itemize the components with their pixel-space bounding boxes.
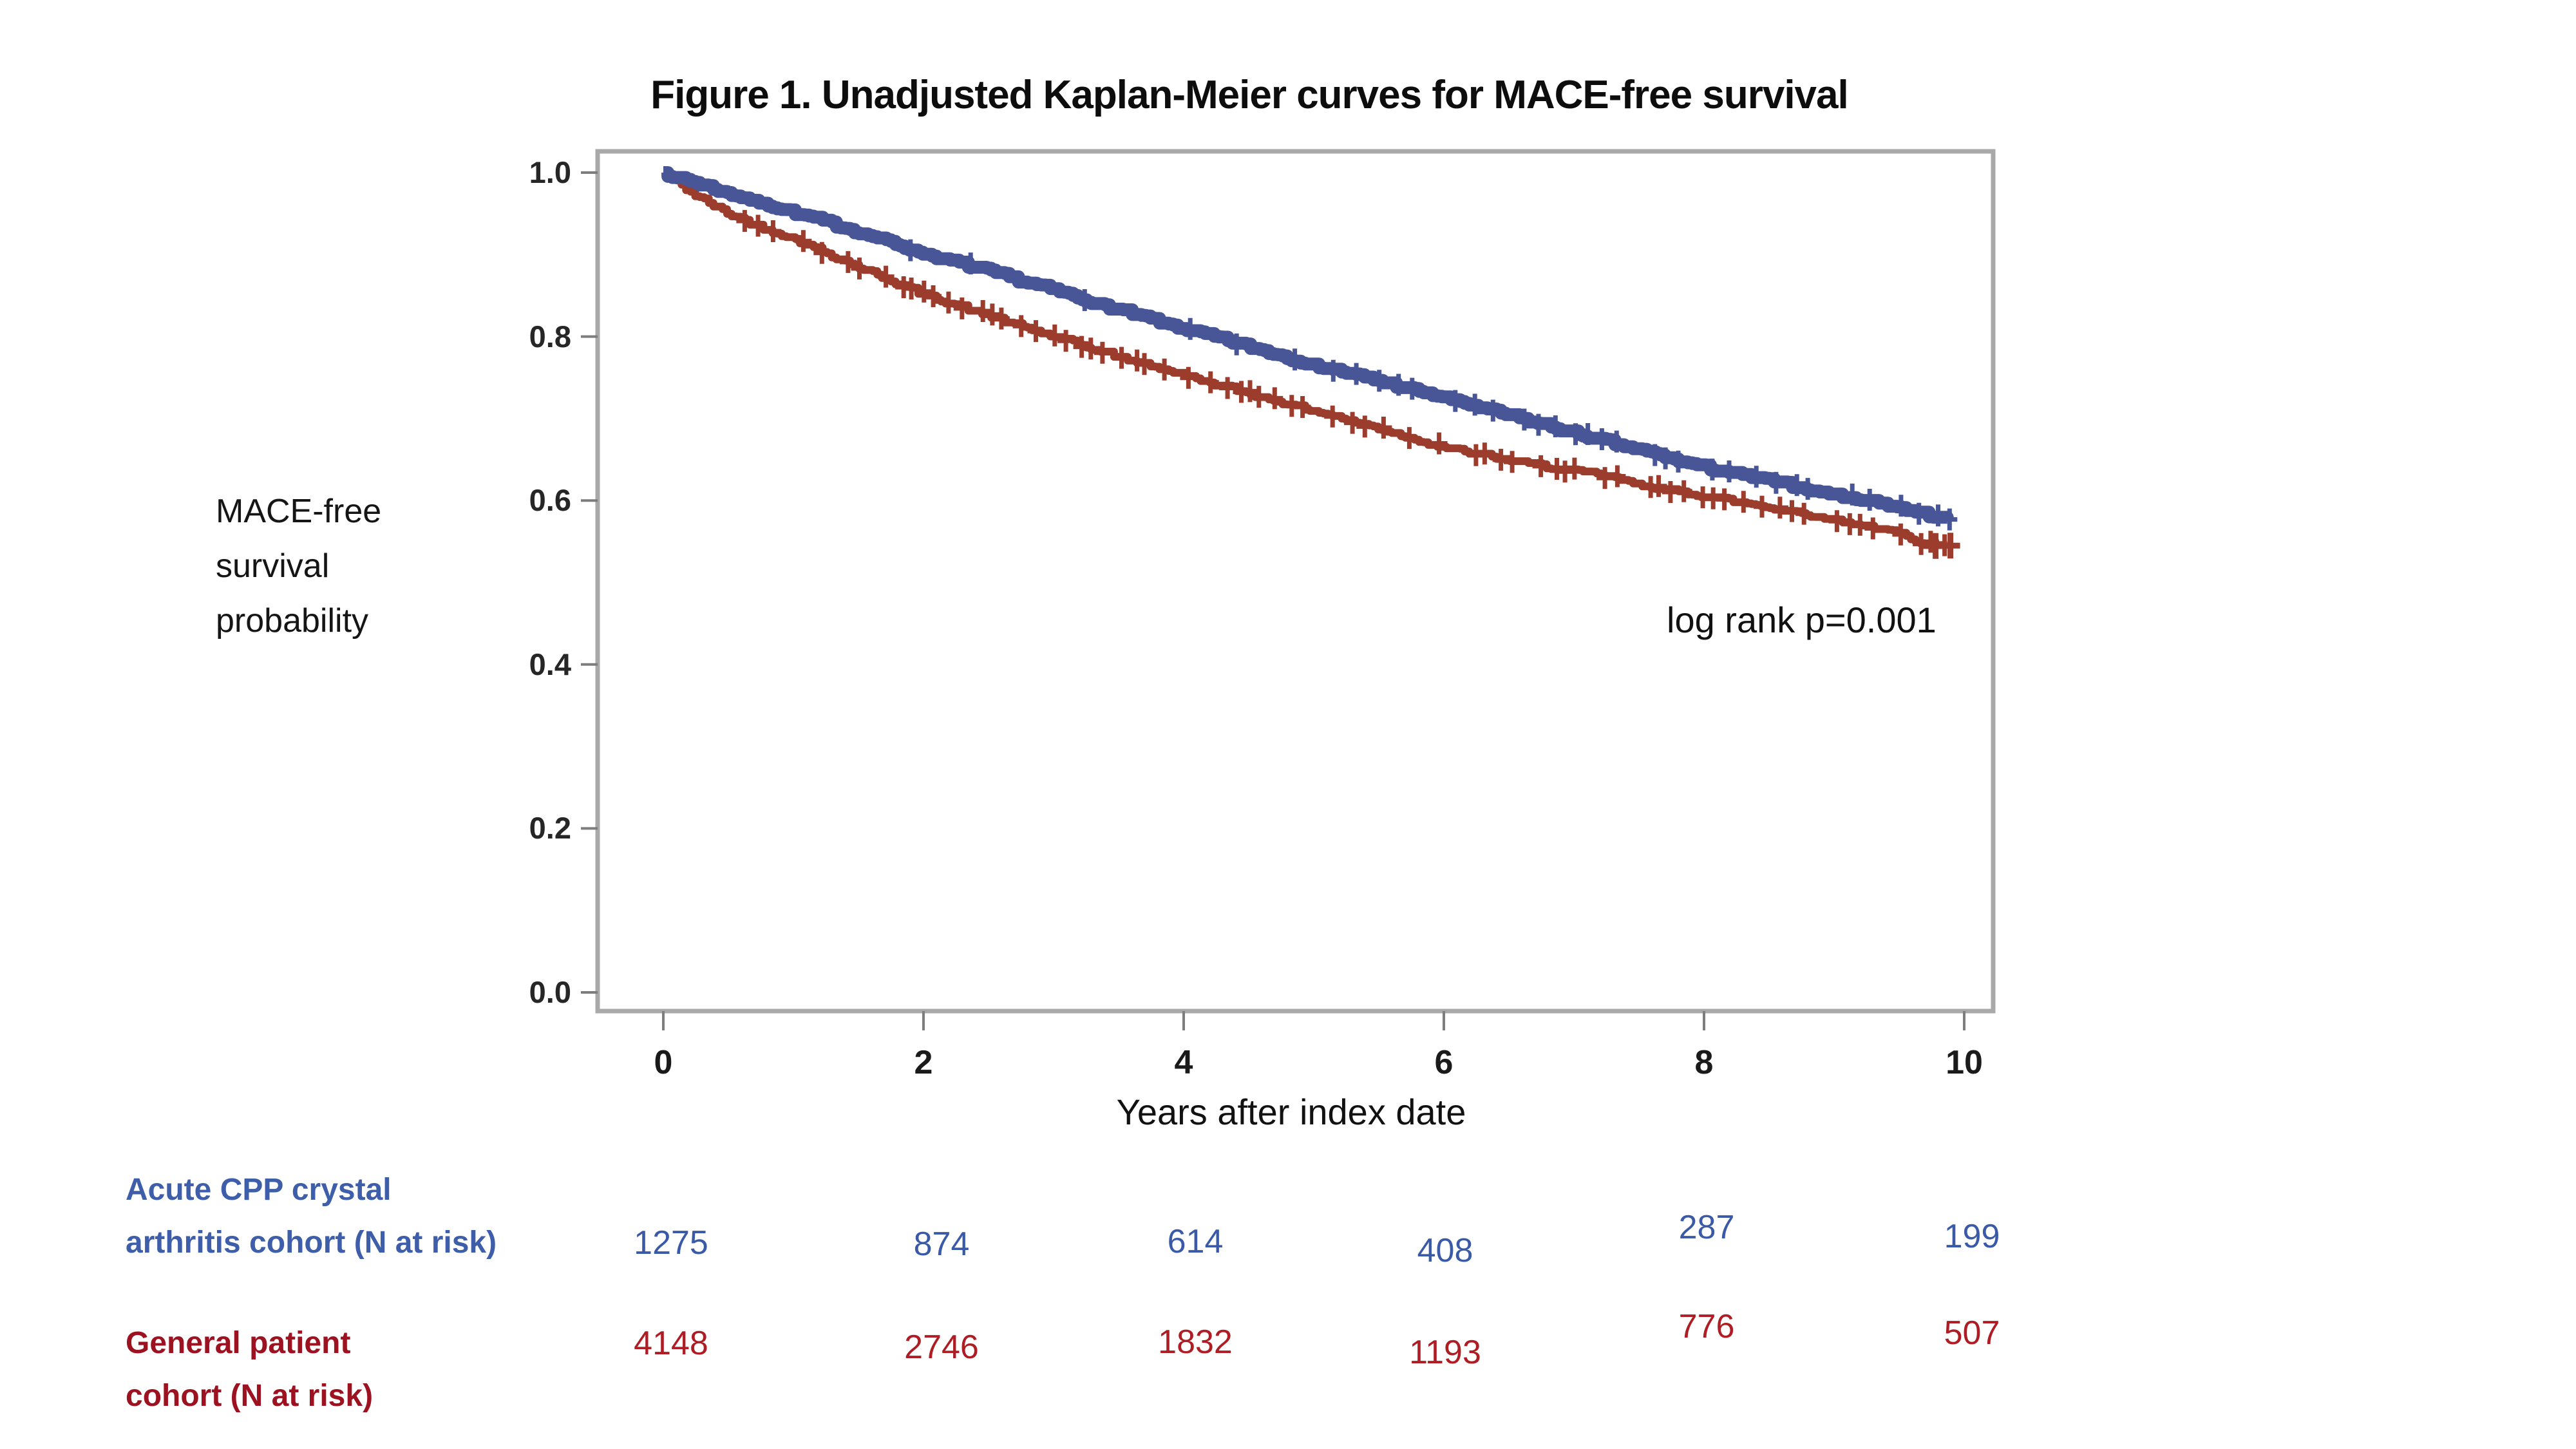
risk-count: 1275 (634, 1224, 708, 1262)
risk-count: 408 (1417, 1232, 1473, 1269)
y-axis-title: MACE-free survival probability (216, 484, 576, 649)
y-tick-label: 0.0 (529, 975, 571, 1009)
y-tick-label: 0.6 (529, 483, 571, 518)
x-tick-label: 0 (654, 1044, 673, 1081)
risk-count: 287 (1678, 1209, 1735, 1246)
y-tick-label: 0.8 (529, 319, 571, 354)
risk-row-label-general: General patient cohort (N at risk) (126, 1317, 615, 1423)
y-tick-label: 0.2 (529, 811, 571, 846)
y-tick-label: 0.4 (529, 647, 571, 681)
x-tick-label: 6 (1434, 1044, 1454, 1081)
risk-row-label-general-line2: cohort (N at risk) (126, 1379, 374, 1413)
x-axis-title: Years after index date (1116, 1092, 1466, 1132)
risk-count: 1193 (1409, 1334, 1481, 1371)
risk-count: 614 (1167, 1223, 1224, 1260)
risk-count: 199 (1944, 1218, 2000, 1255)
censor-marks-acute-cpp-cohort (902, 239, 1958, 531)
risk-row-label-acute-line2: arthritis cohort (N at risk) (126, 1226, 497, 1260)
x-tick-label: 2 (914, 1044, 933, 1081)
plot-frame (595, 149, 1996, 1014)
x-tick-label: 8 (1694, 1044, 1714, 1081)
logrank-annotation: log rank p=0.001 (1667, 600, 1937, 640)
y-axis-title-line2: survival (216, 547, 330, 585)
y-axis-title-line3: probability (216, 602, 369, 639)
x-tick-label: 4 (1174, 1044, 1193, 1081)
risk-count: 776 (1678, 1308, 1735, 1345)
risk-count: 874 (913, 1226, 970, 1263)
risk-count: 507 (1944, 1314, 2000, 1352)
risk-count: 4148 (634, 1325, 708, 1362)
y-axis-title-line1: MACE-free (216, 493, 382, 530)
y-tick-label: 1.0 (529, 155, 571, 189)
x-tick-label: 10 (1946, 1044, 1983, 1081)
censor-marks-general-cohort (736, 210, 1953, 556)
risk-row-label-general-line1: General patient (126, 1326, 351, 1360)
risk-row-label-acute-cpp: Acute CPP crystal arthritis cohort (N at… (126, 1164, 615, 1269)
risk-row-label-acute-line1: Acute CPP crystal (126, 1173, 392, 1207)
risk-count: 2746 (904, 1329, 979, 1366)
figure-title: Figure 1. Unadjusted Kaplan-Meier curves… (650, 73, 1849, 117)
risk-count: 1832 (1158, 1323, 1233, 1361)
censor-marks-general-end (1926, 533, 1960, 559)
